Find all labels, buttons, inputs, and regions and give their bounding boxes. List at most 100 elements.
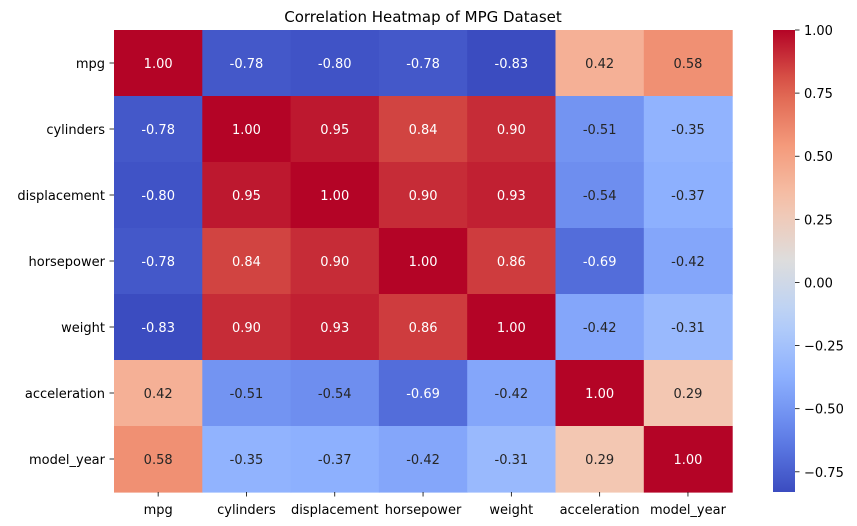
cell-value-label: -0.83	[495, 57, 529, 72]
heatmap-cell	[555, 360, 645, 427]
heatmap-cell	[555, 294, 645, 361]
cell-value-label: -0.51	[230, 387, 264, 402]
cell-value-label: -0.83	[141, 321, 175, 336]
heatmap-cell	[378, 162, 468, 229]
x-tick-label: displacement	[291, 503, 379, 518]
x-tick-label: horsepower	[385, 503, 462, 518]
x-tick-label: model_year	[650, 503, 727, 518]
heatmap-cell	[378, 30, 468, 97]
cell-value-label: -0.78	[406, 57, 440, 72]
heatmap-cell	[555, 30, 645, 97]
heatmap-cell	[290, 294, 380, 361]
cell-value-label: -0.42	[583, 321, 617, 336]
heatmap-cell	[643, 228, 733, 295]
cell-value-label: 0.90	[232, 321, 261, 336]
heatmap-cell	[114, 162, 203, 229]
cell-value-label: 0.58	[144, 453, 173, 468]
heatmap-cell	[202, 360, 292, 427]
cell-value-label: 1.00	[585, 387, 614, 402]
cell-value-label: -0.42	[406, 453, 440, 468]
heatmap-cell	[290, 426, 380, 493]
heatmap-cell	[643, 96, 733, 163]
heatmap-cell	[114, 96, 203, 163]
heatmap-cell	[467, 360, 557, 427]
cell-value-label: 1.00	[409, 255, 438, 270]
heatmap-cell	[378, 360, 468, 427]
colorbar-tick-label: 1.00	[804, 24, 833, 39]
cell-value-label: 1.00	[673, 453, 702, 468]
heatmap-cell	[378, 228, 468, 295]
colorbar-tick-label: 0.25	[804, 213, 833, 228]
colorbar-gradient	[773, 30, 795, 492]
heatmap-cell	[290, 96, 380, 163]
cell-value-label: 0.42	[144, 387, 173, 402]
heatmap-cell	[290, 228, 380, 295]
cell-value-label: 0.90	[320, 255, 349, 270]
cell-value-label: 1.00	[144, 57, 173, 72]
heatmap-cell	[378, 426, 468, 493]
heatmap-cell	[643, 426, 733, 493]
cell-value-label: -0.51	[583, 123, 617, 138]
heatmap-cell	[202, 228, 292, 295]
cell-value-label: 0.93	[320, 321, 349, 336]
heatmap-cell	[202, 96, 292, 163]
cell-value-label: 0.90	[497, 123, 526, 138]
cell-value-label: 0.93	[497, 189, 526, 204]
y-tick-label: mpg	[76, 57, 105, 72]
colorbar-tick-label: 0.00	[804, 276, 833, 291]
heatmap-cell	[202, 426, 292, 493]
cell-value-label: -0.78	[141, 123, 175, 138]
y-tick-label: displacement	[17, 189, 105, 204]
x-axis: mpg cylinders displacement horsepower weight…	[144, 492, 727, 518]
cell-value-label: 1.00	[232, 123, 261, 138]
heatmap-cell	[467, 426, 557, 493]
cell-value-label: -0.37	[318, 453, 352, 468]
colorbar-tick-label: 0.50	[804, 150, 833, 165]
heatmap-cell	[114, 426, 203, 493]
cell-value-label: -0.78	[230, 57, 264, 72]
y-tick-label: horsepower	[29, 255, 106, 270]
cell-value-label: -0.80	[141, 189, 175, 204]
y-tick-label: model_year	[29, 453, 106, 468]
colorbar-tick-label: −0.50	[804, 403, 844, 418]
heatmap-cell	[114, 360, 203, 427]
x-tick-label: cylinders	[217, 503, 276, 518]
cell-value-label: -0.69	[406, 387, 440, 402]
heatmap-cell	[643, 294, 733, 361]
heatmap-cell	[202, 30, 292, 97]
cell-value-label: -0.35	[230, 453, 264, 468]
heatmap-cell	[467, 162, 557, 229]
cell-value-label: 1.00	[497, 321, 526, 336]
heatmap-cell	[290, 30, 380, 97]
x-tick-label: acceleration	[560, 503, 640, 518]
cell-value-label: -0.78	[141, 255, 175, 270]
cell-value-label: 0.90	[409, 189, 438, 204]
heatmap-cells	[114, 30, 733, 493]
colorbar: 1.00 0.75 0.50 0.25 0.00 −0.25 −0.50 −0.75	[773, 24, 844, 492]
cell-value-label: -0.80	[318, 57, 352, 72]
heatmap-cell	[555, 228, 645, 295]
cell-value-label: -0.42	[671, 255, 705, 270]
cell-value-label: -0.42	[495, 387, 529, 402]
cell-value-label: 0.84	[232, 255, 261, 270]
x-tick-label: mpg	[144, 503, 173, 518]
cell-value-label: 0.29	[673, 387, 702, 402]
x-tick-label: weight	[489, 503, 533, 518]
cell-value-label: 0.86	[409, 321, 438, 336]
cell-value-label: 0.29	[585, 453, 614, 468]
cell-value-label: 0.84	[409, 123, 438, 138]
heatmap-cell	[555, 162, 645, 229]
y-axis: mpg cylinders displacement horsepower weight…	[17, 57, 114, 468]
cell-value-label: 0.95	[320, 123, 349, 138]
heatmap-cell	[202, 162, 292, 229]
cell-value-label: -0.54	[318, 387, 352, 402]
cell-value-label: -0.31	[671, 321, 705, 336]
cell-value-label: -0.69	[583, 255, 617, 270]
heatmap-cell	[467, 30, 557, 97]
heatmap-cell	[202, 294, 292, 361]
heatmap-cell	[467, 228, 557, 295]
heatmap-cell	[467, 96, 557, 163]
cell-value-label: 1.00	[320, 189, 349, 204]
heatmap-cell	[555, 426, 645, 493]
